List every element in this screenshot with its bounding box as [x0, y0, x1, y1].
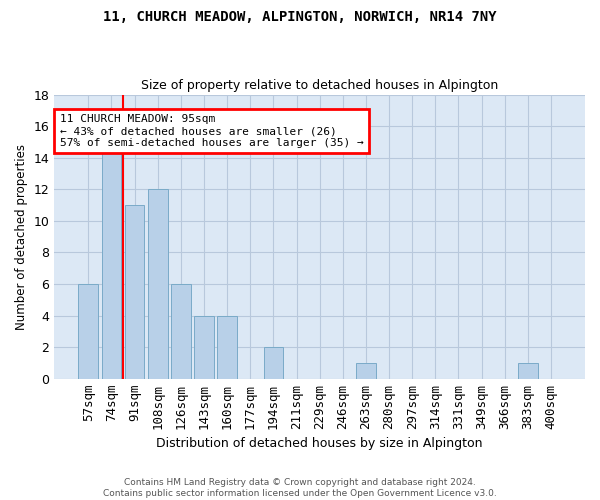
Bar: [194, 316, 214, 379]
X-axis label: Distribution of detached houses by size in Alpington: Distribution of detached houses by size …: [157, 437, 483, 450]
Y-axis label: Number of detached properties: Number of detached properties: [15, 144, 28, 330]
Text: Contains HM Land Registry data © Crown copyright and database right 2024.
Contai: Contains HM Land Registry data © Crown c…: [103, 478, 497, 498]
Bar: [263, 347, 283, 379]
Bar: [356, 363, 376, 379]
Bar: [171, 284, 191, 379]
Bar: [101, 142, 121, 379]
Bar: [125, 205, 145, 379]
Title: Size of property relative to detached houses in Alpington: Size of property relative to detached ho…: [141, 79, 498, 92]
Text: 11, CHURCH MEADOW, ALPINGTON, NORWICH, NR14 7NY: 11, CHURCH MEADOW, ALPINGTON, NORWICH, N…: [103, 10, 497, 24]
Text: 11 CHURCH MEADOW: 95sqm
← 43% of detached houses are smaller (26)
57% of semi-de: 11 CHURCH MEADOW: 95sqm ← 43% of detache…: [59, 114, 364, 148]
Bar: [518, 363, 538, 379]
Bar: [79, 284, 98, 379]
Bar: [148, 190, 167, 379]
Bar: [217, 316, 237, 379]
